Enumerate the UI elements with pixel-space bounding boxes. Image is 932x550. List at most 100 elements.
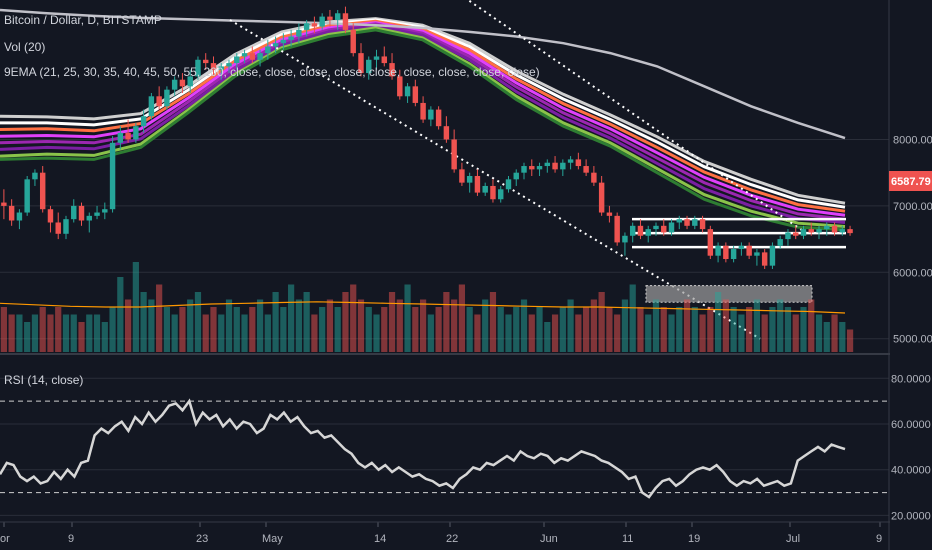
volume-bar — [699, 314, 706, 352]
volume-bar — [551, 314, 559, 352]
candle-body — [606, 212, 613, 216]
candle-body — [171, 79, 178, 90]
candle-body — [552, 162, 558, 170]
rsi-legend[interactable]: RSI (14, close) — [4, 373, 83, 387]
price-tick-label: 5000.00 — [893, 334, 932, 346]
ema200-line — [0, 8, 846, 140]
volume-bar — [109, 307, 116, 352]
volume-bar — [419, 299, 427, 352]
volume-bar — [645, 314, 652, 352]
candle-body — [466, 176, 473, 183]
time-tick-label: Jun — [540, 533, 558, 545]
volume-bar — [753, 299, 761, 352]
volume-legend[interactable]: Vol (20) — [4, 40, 45, 54]
candle-body — [676, 219, 682, 223]
candle-body — [699, 219, 706, 230]
candle-body — [847, 229, 853, 234]
symbol-title[interactable]: Bitcoin / Dollar, D, BITSTAMP — [4, 13, 162, 27]
drawings — [229, 0, 846, 340]
candle-body — [684, 219, 690, 226]
volume-bar — [396, 299, 403, 352]
candle-body — [249, 53, 256, 60]
candle-body — [32, 172, 38, 180]
volume-bar — [202, 314, 209, 352]
candle-body — [8, 205, 15, 221]
candle-body — [769, 245, 776, 266]
volume-bar — [78, 322, 85, 352]
candle-body — [156, 96, 162, 107]
candle-body — [567, 159, 574, 163]
volume-bar — [730, 307, 737, 352]
volume-bar — [823, 322, 830, 352]
volume-bar — [815, 314, 823, 352]
volume-bar — [800, 307, 807, 352]
candle-body — [350, 29, 356, 54]
volume-bar — [621, 299, 629, 352]
ema-line — [0, 26, 846, 228]
price-axis: 5000.00 6000.00 7000.00 8000.00 20.0000 40.00… — [891, 134, 932, 522]
volume-bar — [777, 299, 784, 352]
candle-body — [334, 13, 341, 20]
volume-bar — [342, 292, 349, 352]
candle-body — [265, 46, 271, 54]
volume-bar — [451, 299, 458, 352]
candle-body — [754, 252, 760, 256]
volume-bar — [140, 292, 147, 352]
candle-body — [272, 43, 279, 47]
volume-bar — [792, 314, 799, 352]
volume-bar — [62, 314, 70, 352]
candle-body — [187, 76, 193, 87]
ema-legend[interactable]: 9EMA (21, 25, 30, 35, 40, 45, 50, 55, 20… — [4, 65, 540, 79]
volume-bar — [738, 314, 745, 352]
candle-body — [529, 166, 535, 170]
volume-bar — [319, 307, 326, 352]
candle-body — [311, 23, 318, 27]
candle-body — [55, 222, 61, 234]
volume-bar — [808, 299, 815, 352]
candle-body — [505, 179, 512, 190]
volume-bar — [288, 284, 295, 352]
candle-body — [723, 245, 729, 260]
candle-body — [777, 239, 783, 246]
candle-body — [24, 179, 30, 213]
candle-body — [451, 139, 457, 170]
candle-body — [47, 209, 54, 223]
candle-body — [389, 63, 395, 77]
volume-bar — [179, 307, 186, 352]
volume-bar — [839, 322, 846, 352]
support-zone-box — [645, 285, 813, 303]
candle-body — [459, 169, 465, 183]
time-axis: or 9 23 May 14 22 Jun 11 19 Jul 9 — [0, 522, 882, 545]
volume-bar — [831, 314, 838, 352]
volume-bar — [55, 307, 62, 352]
ema-line — [0, 17, 846, 205]
candle-body — [474, 176, 481, 193]
volume-bar — [575, 314, 582, 352]
ema-line — [0, 24, 846, 224]
candle-body — [793, 232, 799, 236]
rsi-tick-label: 40.0000 — [891, 465, 931, 477]
candle-body — [591, 172, 597, 183]
volume-bar — [427, 314, 434, 352]
candle-body — [179, 79, 186, 87]
candle-body — [443, 126, 450, 140]
volume-bar — [520, 299, 528, 352]
volume-bar — [249, 307, 256, 352]
candle-body — [102, 209, 108, 213]
volume-bar — [163, 307, 171, 352]
volume-bar — [280, 307, 287, 352]
volume-bar — [637, 307, 644, 352]
time-tick-label: 9 — [876, 533, 882, 545]
volume-bar — [311, 314, 318, 352]
candle-body — [397, 76, 403, 97]
volume-bar — [590, 299, 597, 352]
candle-body — [629, 225, 636, 236]
volume-bar — [482, 299, 489, 352]
candle-body — [653, 225, 659, 230]
candle-body — [513, 172, 519, 180]
trendline-lower — [466, 0, 811, 237]
candle-body — [761, 252, 768, 266]
candle-body — [342, 13, 349, 30]
candle-body — [730, 249, 737, 260]
volume-bar — [528, 314, 535, 352]
